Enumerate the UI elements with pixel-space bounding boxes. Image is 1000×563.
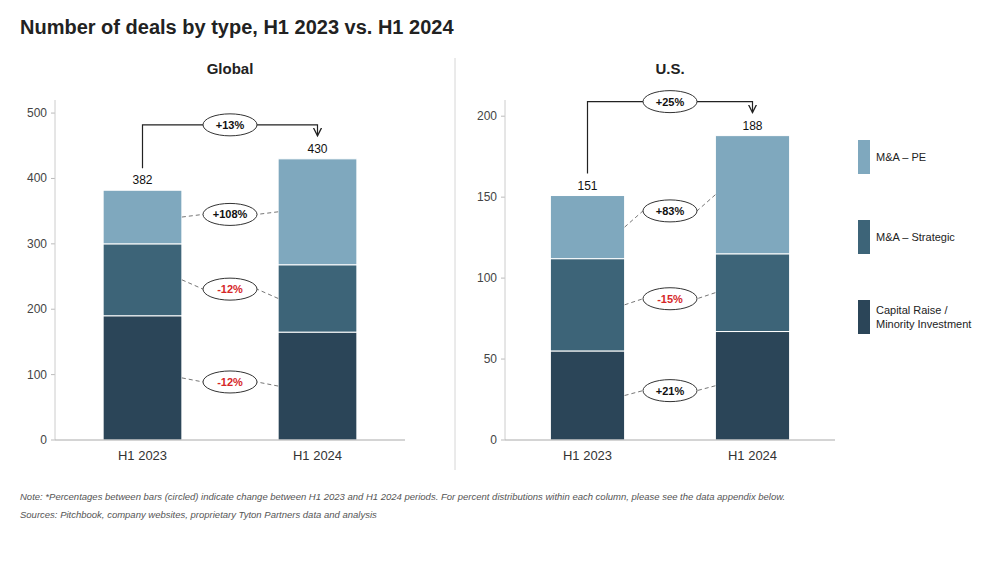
- y-tick-label: 300: [27, 237, 47, 251]
- y-tick: [51, 178, 55, 179]
- change-connector: [182, 378, 203, 382]
- bars: [103, 159, 357, 440]
- figure-title: Number of deals by type, H1 2023 vs. H1 …: [20, 16, 454, 38]
- bar-segment: [278, 332, 357, 440]
- total-label: 151: [577, 179, 597, 193]
- legend-label-line: Capital Raise /: [876, 304, 948, 316]
- total-change-label: +25%: [656, 96, 685, 108]
- y-tick: [51, 440, 55, 441]
- x-tick-label: H1 2023: [118, 448, 167, 463]
- x-tick-label: H1 2024: [728, 448, 777, 463]
- change-connector: [257, 212, 278, 215]
- change-label: -12%: [217, 283, 243, 295]
- bar-segment: [550, 196, 624, 259]
- x-axis-line: [505, 440, 835, 441]
- change-connector: [697, 386, 715, 391]
- legend-swatch: [858, 220, 870, 254]
- change-connector: [625, 211, 643, 227]
- change-connector: [257, 382, 278, 386]
- bar-segment: [278, 159, 357, 265]
- panel-title: U.S.: [655, 60, 684, 77]
- change-bubble: [203, 371, 257, 393]
- bar-segment: [550, 259, 624, 351]
- y-tick-label: 100: [27, 368, 47, 382]
- panel-divider: [455, 58, 456, 470]
- panel: Global 0 100 200 300 400 500 H1 2023 H1 2024 382 4…: [27, 60, 405, 463]
- y-tick-label: 200: [477, 109, 497, 123]
- total-label: 382: [132, 173, 152, 187]
- y-axis-line: [55, 100, 56, 440]
- y-tick: [51, 309, 55, 310]
- total-change-bubble: [203, 114, 257, 136]
- change-connector: [697, 293, 715, 299]
- y-tick: [501, 116, 505, 117]
- y-tick-label: 50: [484, 352, 498, 366]
- x-axis-line: [55, 440, 405, 441]
- legend-label-line: M&A – Strategic: [876, 231, 955, 243]
- y-tick-label: 0: [40, 433, 47, 447]
- change-bubble: [643, 288, 697, 310]
- panel-title: Global: [207, 60, 254, 77]
- bars: [550, 136, 789, 440]
- legend-label-line: M&A – PE: [876, 151, 926, 163]
- bar-segment: [103, 244, 182, 316]
- change-connector: [625, 391, 643, 396]
- y-tick: [51, 243, 55, 244]
- y-tick: [51, 113, 55, 114]
- change-connector: [625, 299, 643, 305]
- x-tick-label: H1 2024: [293, 448, 342, 463]
- change-label: -12%: [217, 376, 243, 388]
- y-tick: [501, 440, 505, 441]
- footer-note: Sources: Pitchbook, company websites, pr…: [20, 509, 377, 520]
- x-tick-label: H1 2023: [563, 448, 612, 463]
- change-label: +21%: [656, 385, 685, 397]
- y-tick-label: 500: [27, 106, 47, 120]
- y-tick-label: 400: [27, 171, 47, 185]
- total-label: 188: [742, 119, 762, 133]
- change-bubble: [643, 380, 697, 402]
- footer-note: Note: *Percentages between bars (circled…: [20, 491, 785, 502]
- total-label: 430: [307, 142, 327, 156]
- change-connector: [182, 280, 203, 289]
- bar-segment: [715, 254, 789, 332]
- y-axis-line: [505, 100, 506, 440]
- legend-label-line: Minority Investment: [876, 318, 971, 330]
- y-tick-label: 100: [477, 271, 497, 285]
- change-label: +83%: [656, 205, 685, 217]
- change-label: +108%: [213, 208, 248, 220]
- change-connector: [697, 195, 715, 211]
- y-tick: [51, 374, 55, 375]
- change-connector: [182, 214, 203, 217]
- legend-label: M&A – PE: [876, 151, 926, 163]
- change-bubble: [203, 278, 257, 300]
- legend-swatch: [858, 140, 870, 174]
- y-tick: [501, 359, 505, 360]
- bar-segment: [278, 265, 357, 332]
- change-label: -15%: [657, 293, 683, 305]
- total-change-bubble: [643, 91, 697, 113]
- total-change-label: +13%: [216, 119, 245, 131]
- legend-swatch: [858, 300, 870, 334]
- bar-segment: [715, 332, 789, 440]
- change-bubble: [643, 200, 697, 222]
- change-bubble: [203, 203, 257, 225]
- legend-label: Capital Raise / Minority Investment: [876, 304, 971, 330]
- bar-segment: [715, 136, 789, 254]
- legend-label: M&A – Strategic: [876, 231, 955, 243]
- y-tick: [501, 197, 505, 198]
- bar-segment: [103, 316, 182, 440]
- y-tick-label: 200: [27, 302, 47, 316]
- legend: M&A – PE M&A – Strategic Capital Raise / Mi…: [858, 140, 971, 334]
- chart-root: Number of deals by type, H1 2023 vs. H1 …: [0, 0, 1000, 563]
- change-connector: [257, 289, 278, 298]
- y-tick-label: 0: [490, 433, 497, 447]
- bar-segment: [103, 190, 182, 244]
- panel: U.S. 0 50 100 150 200 H1 2023 H1 2024 151 188 +21%…: [477, 60, 835, 463]
- bar-segment: [550, 351, 624, 440]
- y-tick: [501, 278, 505, 279]
- y-tick-label: 150: [477, 190, 497, 204]
